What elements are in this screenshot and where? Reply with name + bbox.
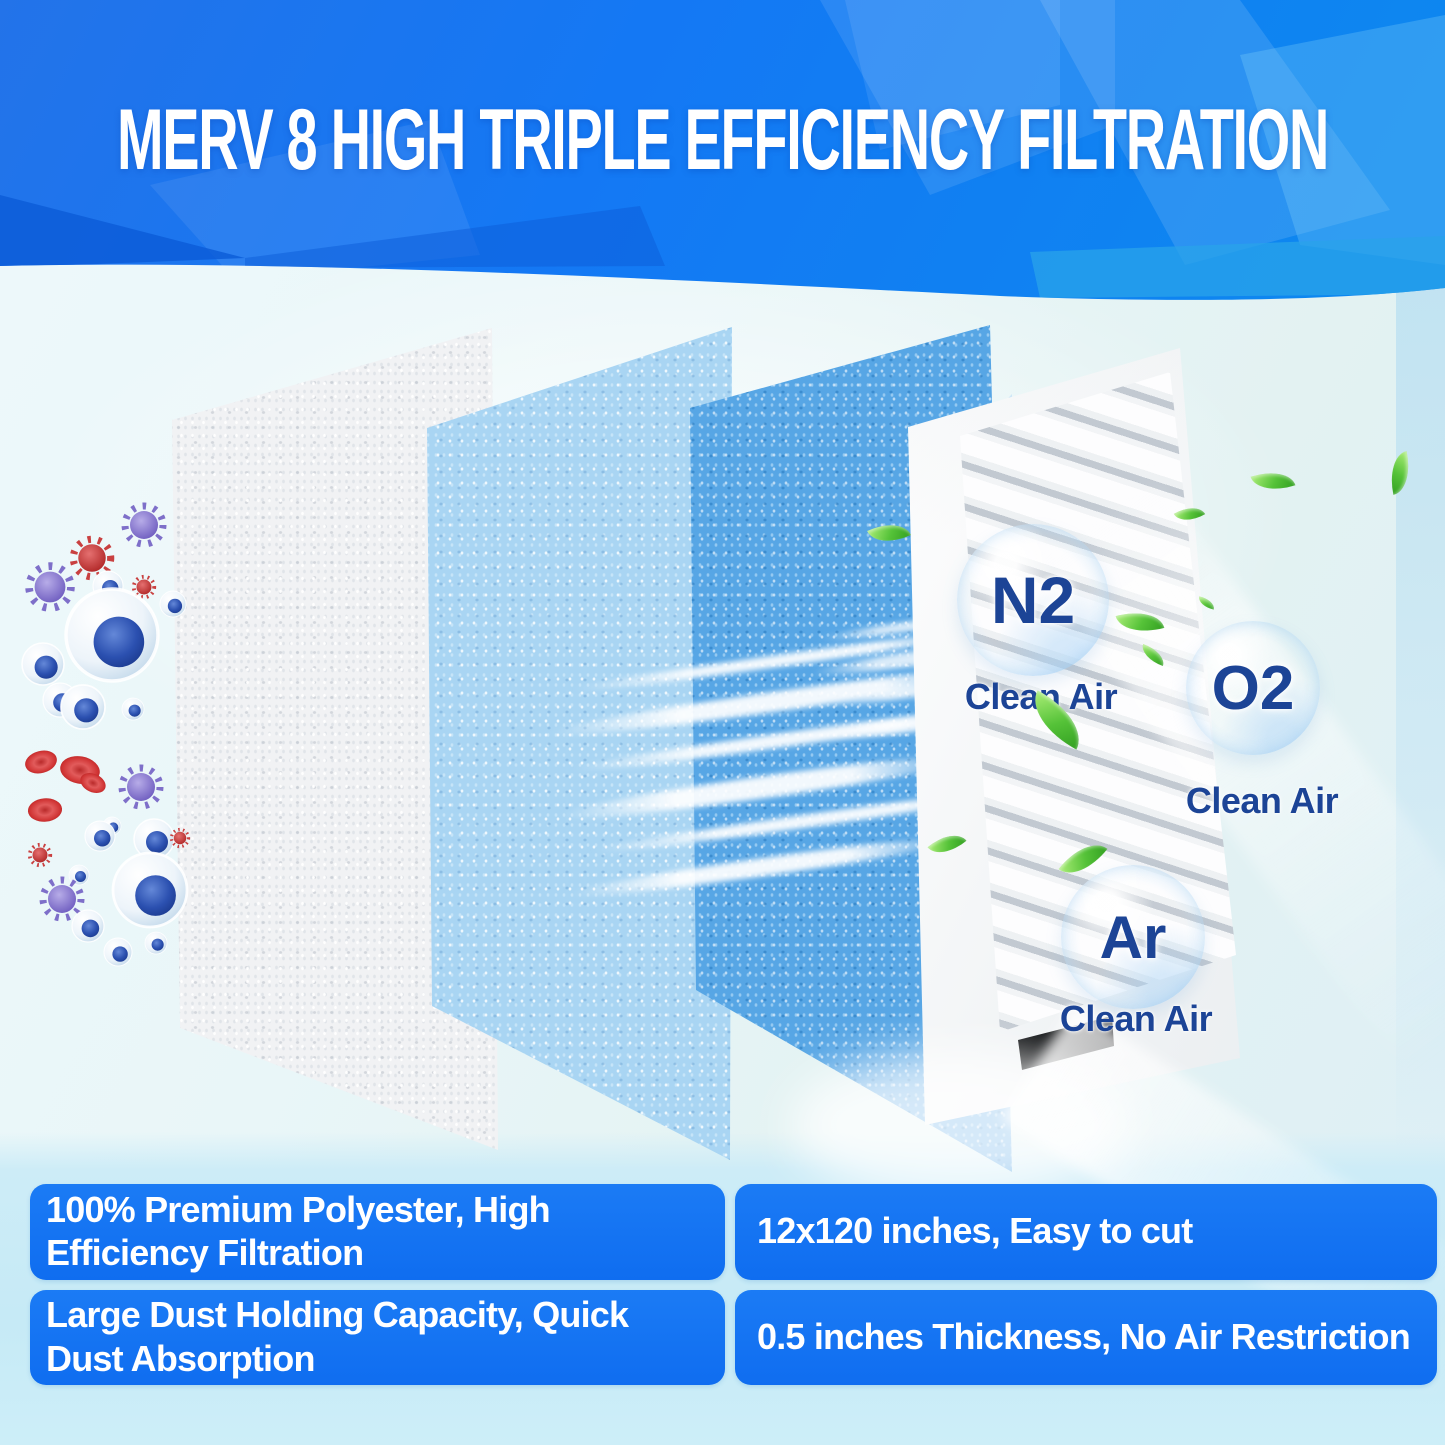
feature-text: 12x120 inches, Easy to cut	[757, 1210, 1193, 1252]
gas-symbol-ar: Ar	[1099, 903, 1167, 971]
gas-label-o2: Clean Air	[1185, 780, 1339, 821]
feature-box: 100% Premium Polyester, High Efficiency …	[30, 1184, 725, 1280]
feature-box: Large Dust Holding Capacity, Quick Dust …	[30, 1290, 725, 1385]
gas-label-ar: Clean Air	[1059, 998, 1213, 1039]
bubble-o2: O2	[1186, 621, 1320, 755]
particles-illustration	[21, 480, 191, 967]
feature-box: 12x120 inches, Easy to cut	[735, 1184, 1437, 1280]
gas-symbol-n2: N2	[990, 563, 1076, 637]
feature-text: 0.5 inches Thickness, No Air Restriction	[757, 1315, 1411, 1357]
bubble-n2: N2	[957, 524, 1109, 676]
page-title: MERV 8 HIGH TRIPLE EFFICIENCY FILTRATION	[0, 92, 1445, 188]
feature-text: 100% Premium Polyester, High Efficiency …	[46, 1188, 551, 1273]
bubble-ar: Ar	[1061, 865, 1205, 1009]
feature-box: 0.5 inches Thickness, No Air Restriction	[735, 1290, 1437, 1385]
header-banner	[0, 0, 1445, 300]
page-title-text: MERV 8 HIGH TRIPLE EFFICIENCY FILTRATION	[117, 91, 1329, 188]
feature-text: Large Dust Holding Capacity, Quick Dust …	[46, 1294, 629, 1379]
gas-symbol-o2: O2	[1211, 653, 1295, 723]
features-panel: 100% Premium Polyester, High Efficiency …	[30, 1184, 1437, 1385]
